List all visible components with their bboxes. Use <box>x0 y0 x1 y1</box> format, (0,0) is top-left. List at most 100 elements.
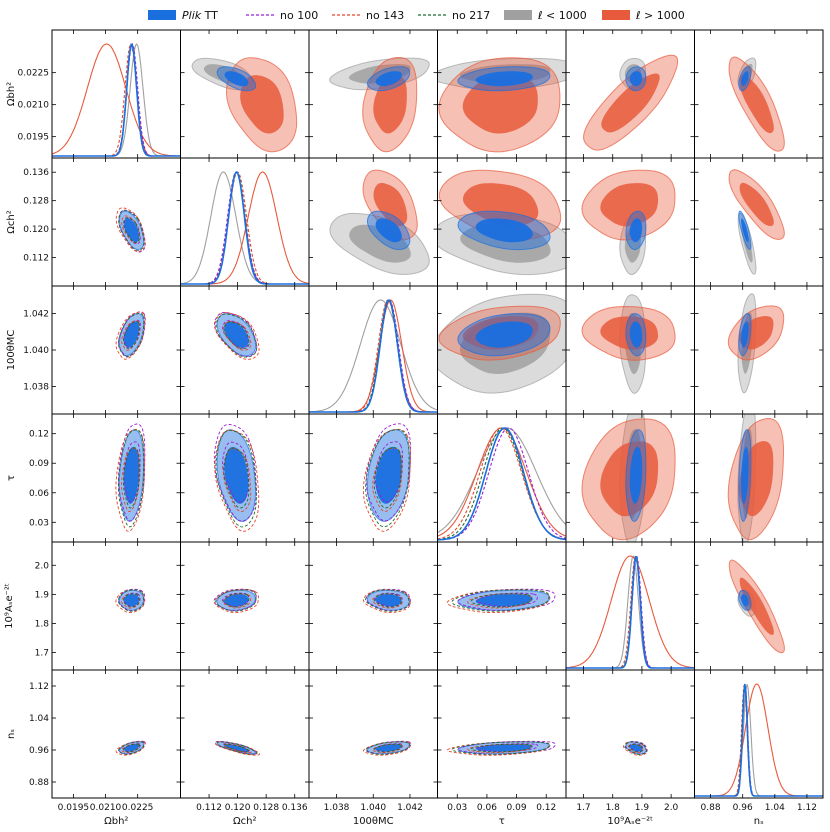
contour95-no217 <box>118 741 145 755</box>
x-axis-label: Ωch² <box>233 816 257 827</box>
contour68-gt1000 <box>373 183 408 227</box>
contour68-plik <box>629 446 643 504</box>
pdf-no100 <box>437 427 566 541</box>
contour68-no217 <box>628 743 644 753</box>
legend-label: no 143 <box>366 9 404 22</box>
ytick-label: 0.128 <box>23 197 49 207</box>
panel-grid: 0.01950.02100.0225Ωbh²0.1120.1200.1280.1… <box>4 29 824 827</box>
panel-theta-theta <box>308 285 438 415</box>
xtick-label: 1.8 <box>606 803 621 813</box>
pdf-no143 <box>437 427 566 540</box>
panel-frame <box>308 669 438 799</box>
pdf-plik <box>309 299 438 413</box>
xtick-label: 0.09 <box>507 803 527 813</box>
ytick-label: 1.9 <box>35 590 50 600</box>
contour95-no143 <box>115 429 145 532</box>
pdf-lt1000 <box>52 43 181 157</box>
xtick-label: 1.12 <box>797 803 817 813</box>
contour95-no100 <box>118 311 146 357</box>
contour68-gt1000 <box>739 74 774 134</box>
legend-swatch <box>602 10 630 20</box>
xtick-label: 1.042 <box>397 803 423 813</box>
xtick-label: 0.96 <box>733 803 753 813</box>
pdf-plik <box>694 683 823 797</box>
ytick-label: 2.0 <box>35 561 50 571</box>
panel-omegabh2-tau <box>437 29 567 159</box>
y-axis-label: 10⁹Aₛe⁻²ᵗ <box>4 583 15 629</box>
contour68-plik <box>124 594 139 607</box>
panel-omegabh2-logA <box>565 29 695 159</box>
panel-frame <box>565 669 695 799</box>
pdf-no100 <box>694 684 823 797</box>
legend: Plik TT no 100 no 143 no 217 ℓ < 1000 ℓ > 100… <box>148 9 685 22</box>
panel-logA-ns <box>694 541 824 671</box>
contour68-plik <box>375 218 402 243</box>
contour95-no217 <box>117 429 145 528</box>
contour68-no217 <box>223 593 250 608</box>
xtick-label: 1.9 <box>635 803 650 813</box>
contour68-plik <box>741 218 749 243</box>
contour68-gt1000 <box>600 316 659 350</box>
contour95-no143 <box>214 589 259 614</box>
contour95-no217 <box>365 589 410 612</box>
panel-frame <box>51 29 181 159</box>
contour68-no143 <box>223 320 252 351</box>
ytick-label: 0.96 <box>29 746 49 756</box>
contour95-no217 <box>216 741 258 755</box>
ytick-label: 0.136 <box>23 168 49 178</box>
pdf-no100 <box>180 171 309 285</box>
x-axis-label: 100θMC <box>353 816 394 827</box>
xtick-label: 1.04 <box>765 803 785 813</box>
contour68-no217 <box>223 447 250 509</box>
contour68-no217 <box>123 321 140 350</box>
xtick-label: 1.040 <box>360 803 386 813</box>
contour95-no143 <box>115 207 146 252</box>
contour68-plik <box>741 446 749 504</box>
contour68-plik <box>475 218 533 243</box>
contour68-plik <box>224 71 249 87</box>
contour68-no143 <box>121 447 140 512</box>
panel-omegach2-ns <box>694 157 824 287</box>
contour95-no217 <box>117 589 145 612</box>
xtick-label: 0.120 <box>225 803 251 813</box>
xtick-label: 0.03 <box>447 803 467 813</box>
legend-label: ℓ < 1000 <box>537 9 587 22</box>
contour68-gt1000 <box>739 577 774 635</box>
contour68-plik <box>629 71 643 87</box>
xtick-label: 0.0225 <box>122 803 154 813</box>
contour68-no217 <box>123 447 140 509</box>
pdf-no143 <box>180 171 309 285</box>
panel-tau-omegach2 <box>180 413 310 543</box>
panel-logA-tau <box>437 541 567 671</box>
legend-label: no 100 <box>280 9 318 22</box>
panel-omegach2-logA <box>565 157 695 287</box>
ytick-label: 0.0225 <box>18 69 50 79</box>
ytick-label: 1.8 <box>35 619 50 629</box>
contour68-plik <box>475 71 533 87</box>
panel-logA-theta <box>308 541 438 671</box>
ytick-label: 0.06 <box>29 489 49 499</box>
contour68-no217 <box>470 743 533 753</box>
panel-omegabh2-ns <box>694 29 824 159</box>
contour68-no100 <box>222 592 250 607</box>
contour68-plik <box>124 218 140 243</box>
contour95-no100 <box>213 423 257 522</box>
pdf-no217 <box>52 43 181 157</box>
pdf-no100 <box>52 42 181 157</box>
y-axis-label: 100θMC <box>6 330 17 371</box>
contour68-plik <box>375 446 402 504</box>
xtick-label: 1.038 <box>324 803 350 813</box>
contour68-no217 <box>373 743 402 753</box>
legend-label: ℓ > 1000 <box>635 9 685 22</box>
xtick-label: 0.128 <box>253 803 279 813</box>
x-axis-label: τ <box>499 816 505 827</box>
ytick-label: 1.7 <box>35 649 49 659</box>
pdf-gt1000 <box>694 683 823 797</box>
panel-omegach2-theta <box>308 157 438 287</box>
contour68-no217 <box>223 321 250 350</box>
panel-ns-tau: 0.03 0.06 0.09 0.12 τ <box>437 669 567 827</box>
contour68-no100 <box>629 743 644 753</box>
pdf-gt1000 <box>566 555 695 669</box>
